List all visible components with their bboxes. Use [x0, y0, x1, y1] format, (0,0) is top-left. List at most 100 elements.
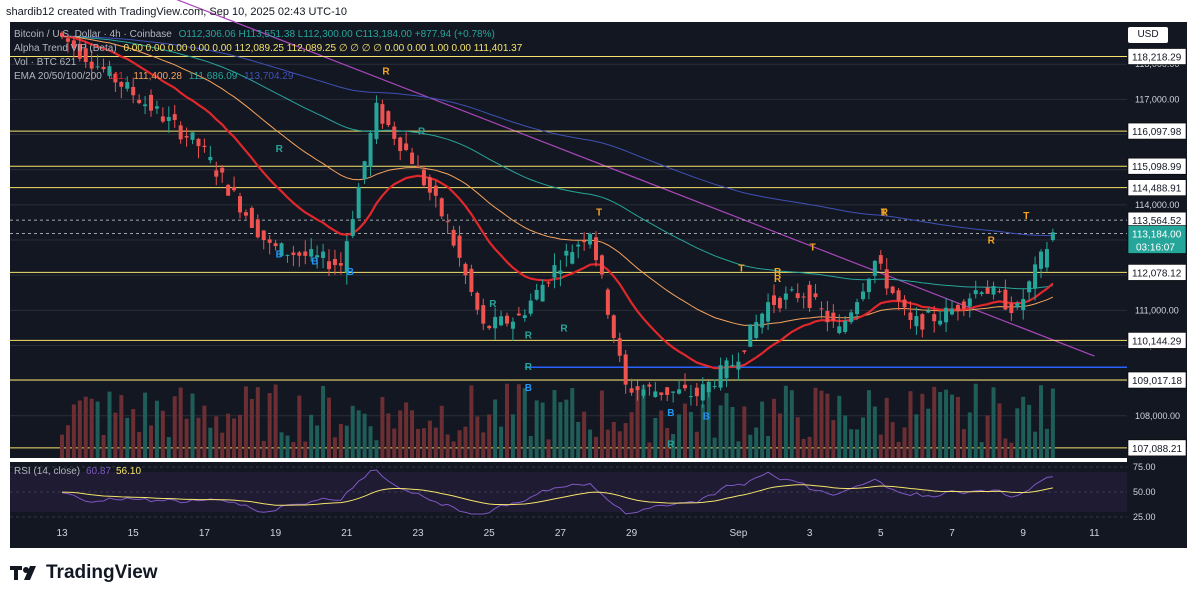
- candle-body: [665, 387, 670, 395]
- price-tick-label: 108,000.00: [1135, 411, 1180, 421]
- candle-body: [113, 73, 118, 83]
- candle-body: [849, 312, 854, 323]
- volume-bar: [481, 432, 486, 458]
- volume-bar: [724, 393, 729, 458]
- volume-bar: [427, 420, 432, 458]
- current-price-label: 113,564.52: [1132, 216, 1182, 227]
- candle-body: [255, 219, 260, 238]
- volume-bar: [202, 405, 207, 458]
- volume-bar: [973, 383, 978, 458]
- candle-body: [291, 252, 296, 256]
- alpha-trend-legend[interactable]: Alpha Trend VIP (Beta) 0.00 0.00 0.00 0.…: [14, 43, 526, 54]
- volume-bar: [1009, 442, 1014, 458]
- rsi-line: [61, 469, 1053, 515]
- volume-bar: [1039, 385, 1043, 458]
- level-price-label: 114,488.91: [1132, 184, 1182, 195]
- time-tick-label: 17: [199, 528, 211, 539]
- volume-bar: [125, 417, 130, 458]
- volume-bar: [837, 395, 842, 458]
- volume-bar: [154, 400, 159, 458]
- rsi-title: RSI (14, close): [14, 466, 80, 477]
- candle-body: [232, 186, 237, 191]
- time-tick-label: 9: [1020, 528, 1026, 539]
- candle-body: [558, 270, 563, 274]
- candle-body: [475, 292, 480, 310]
- candle-body: [843, 320, 848, 332]
- signal-marker: B: [525, 383, 532, 394]
- rsi-tick-label: 50.00: [1133, 487, 1156, 497]
- candle-body: [196, 138, 201, 147]
- candle-body: [973, 290, 978, 295]
- candle-body: [202, 145, 207, 148]
- volume-bar: [285, 435, 290, 458]
- volume-bar: [611, 421, 616, 458]
- candle-body: [95, 66, 100, 68]
- volume-bar: [232, 418, 237, 458]
- candle-body: [321, 251, 326, 258]
- tradingview-logo[interactable]: TradingView: [10, 560, 158, 586]
- candle-body: [77, 43, 82, 59]
- candle-body: [777, 297, 782, 309]
- volume-bar: [350, 405, 355, 458]
- candle-body: [813, 293, 818, 298]
- volume-bar: [451, 441, 456, 458]
- volume-bar: [1050, 388, 1055, 458]
- volume-bar: [979, 442, 984, 458]
- candle-body: [582, 240, 587, 243]
- volume-bar: [178, 387, 183, 458]
- volume-bar: [505, 383, 509, 458]
- signal-marker: R: [881, 207, 889, 218]
- volume-bar: [961, 429, 966, 458]
- candle-body: [540, 284, 545, 302]
- volume-bar: [433, 427, 438, 458]
- candle-body: [386, 111, 391, 126]
- candle-body: [671, 391, 676, 393]
- candle-body: [1021, 299, 1026, 311]
- volume-bar: [463, 426, 468, 458]
- candle-body: [410, 152, 415, 164]
- candle-body: [795, 293, 800, 299]
- candle-body: [344, 241, 349, 273]
- volume-bar: [706, 386, 711, 458]
- volume-bar: [700, 404, 705, 458]
- candle-body: [243, 212, 248, 216]
- candle-body: [463, 263, 468, 276]
- symbol-legend[interactable]: Bitcoin / U.S. Dollar · 4h · Coinbase O1…: [14, 29, 499, 40]
- volume-bar: [588, 429, 593, 458]
- volume-legend[interactable]: Vol · BTC 621: [14, 57, 80, 68]
- time-tick-label: 25: [484, 528, 496, 539]
- volume-bar: [410, 410, 415, 458]
- time-tick-label: 27: [555, 528, 567, 539]
- volume-bar: [131, 409, 136, 458]
- current-price-label: 113,184.00: [1132, 230, 1182, 241]
- currency-button[interactable]: USD: [1128, 27, 1168, 43]
- volume-bar: [89, 398, 94, 458]
- candle-body: [659, 392, 664, 395]
- candle-body: [392, 126, 397, 139]
- volume-bar: [315, 425, 320, 458]
- candle-body: [950, 308, 954, 315]
- volume-bar: [967, 412, 972, 458]
- volume-bar: [825, 393, 830, 458]
- candle-body: [137, 99, 142, 104]
- volume-bar: [1027, 404, 1032, 458]
- candle-body: [688, 396, 693, 398]
- candle-body: [991, 286, 996, 295]
- ema-legend[interactable]: EMA 20/50/100/200 111, 111,400.28 111,68…: [14, 71, 297, 82]
- volume-bar: [95, 401, 100, 458]
- volume-bar: [795, 417, 800, 458]
- volume-bar: [866, 390, 871, 458]
- candle-body: [766, 302, 771, 322]
- volume-bar: [184, 418, 189, 458]
- price-tick-label: 111,000.00: [1135, 305, 1179, 315]
- volume-bar: [332, 437, 337, 458]
- volume-bar: [101, 434, 106, 458]
- candle-body: [1003, 289, 1008, 310]
- signal-marker: B: [703, 411, 710, 422]
- candle-body: [748, 324, 753, 347]
- candle-body: [700, 384, 705, 401]
- signal-marker: T: [596, 207, 602, 218]
- signal-marker: R: [276, 144, 284, 155]
- volume-bar: [694, 431, 699, 458]
